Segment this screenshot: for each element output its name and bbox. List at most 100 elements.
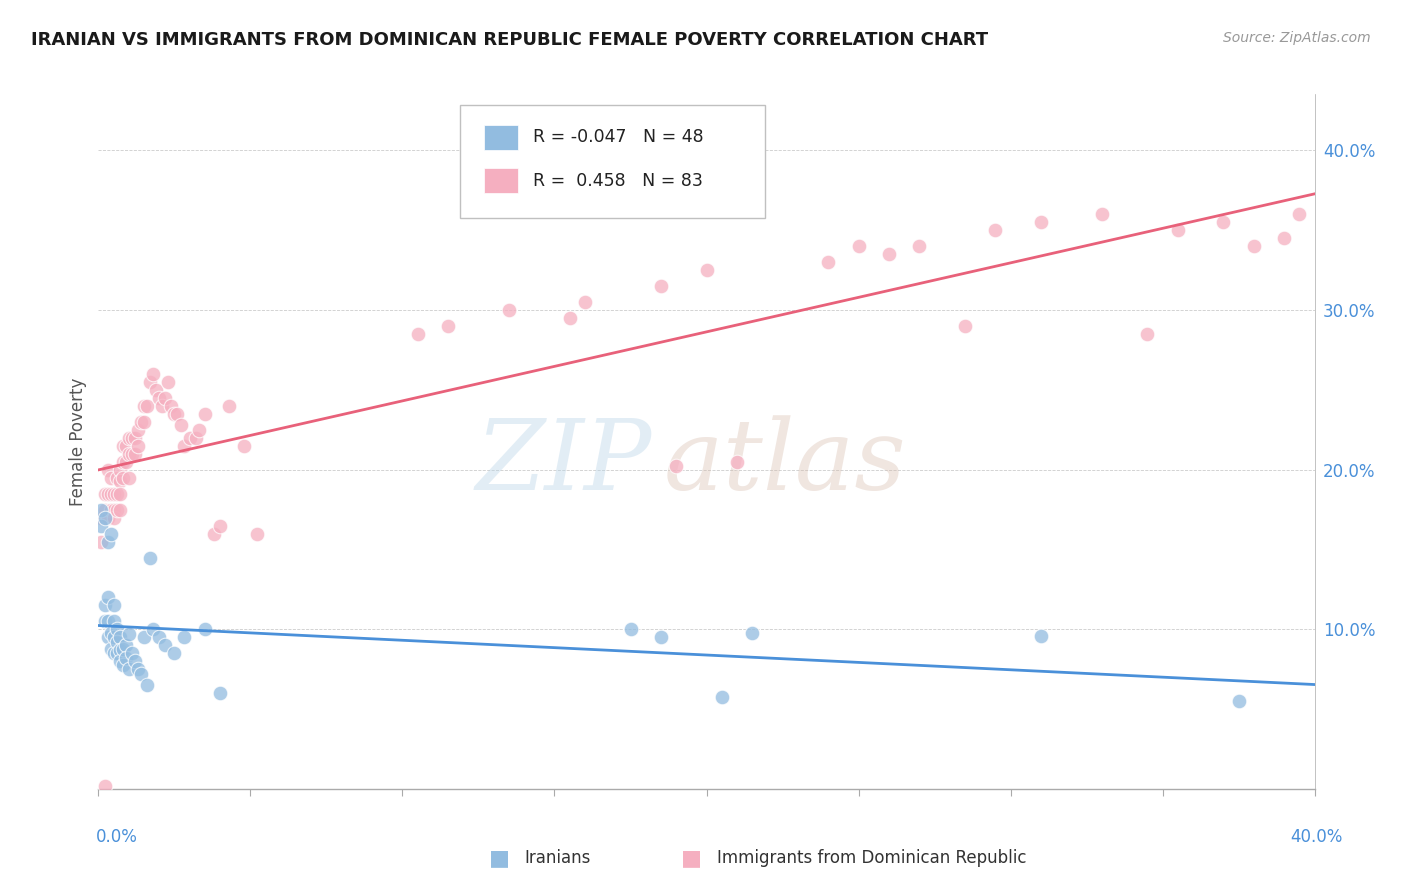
Point (136, 399, 159, 413)
Point (105, 470, 128, 484)
Text: R =  0.458   N = 83: R = 0.458 N = 83 (533, 171, 703, 190)
Point (132, 415, 155, 429)
Point (114, 454, 136, 468)
Point (163, 647, 186, 661)
Point (173, 438, 195, 452)
Point (108, 643, 131, 657)
Point (103, 631, 125, 645)
Point (245, 526, 267, 541)
Point (108, 474, 131, 488)
Point (155, 391, 177, 405)
Point (124, 446, 146, 460)
Point (93, 599, 115, 613)
Y-axis label: Female Poverty: Female Poverty (69, 377, 87, 506)
Point (163, 407, 186, 421)
Point (150, 399, 173, 413)
Point (93, 502, 115, 516)
Point (93, 615, 115, 629)
Point (574, 294, 596, 309)
Point (132, 631, 155, 645)
Point (124, 655, 146, 669)
Point (103, 599, 125, 613)
Point (100, 470, 122, 484)
Point (194, 623, 217, 637)
Point (118, 663, 141, 677)
FancyBboxPatch shape (484, 125, 517, 150)
Point (155, 639, 177, 653)
Point (209, 518, 232, 533)
Point (139, 550, 162, 565)
Point (96, 631, 118, 645)
Point (90, 534, 112, 549)
Point (848, 238, 870, 252)
Point (650, 278, 672, 293)
Point (725, 454, 748, 468)
Text: Immigrants from Dominican Republic: Immigrants from Dominican Republic (717, 849, 1026, 867)
Point (105, 635, 128, 649)
Text: ■: ■ (682, 848, 702, 868)
Point (111, 657, 134, 672)
Point (114, 438, 136, 452)
Point (209, 686, 232, 700)
Point (108, 462, 131, 476)
Point (498, 302, 520, 317)
Point (1029, 214, 1052, 228)
Point (145, 383, 167, 397)
Point (114, 639, 136, 653)
Point (148, 631, 170, 645)
Point (108, 486, 131, 500)
Point (93, 779, 115, 793)
Point (1272, 230, 1295, 244)
Point (558, 310, 581, 325)
Point (406, 326, 429, 341)
Point (741, 625, 763, 640)
Point (127, 423, 149, 437)
Point (118, 470, 141, 484)
Point (132, 399, 155, 413)
Point (100, 625, 122, 640)
Text: R = -0.047   N = 48: R = -0.047 N = 48 (533, 128, 703, 146)
Point (1227, 694, 1250, 708)
FancyBboxPatch shape (484, 169, 517, 193)
Point (1212, 214, 1234, 228)
Point (93, 510, 115, 524)
Point (100, 641, 122, 656)
Point (166, 407, 188, 421)
Point (111, 454, 134, 468)
Point (173, 631, 195, 645)
Point (96, 462, 118, 476)
Point (100, 486, 122, 500)
Point (103, 502, 125, 516)
Point (696, 262, 718, 277)
Point (108, 655, 131, 669)
Point (619, 623, 641, 637)
FancyBboxPatch shape (460, 105, 765, 218)
Point (96, 510, 118, 524)
Point (1243, 238, 1265, 252)
Point (817, 254, 839, 268)
Point (96, 591, 118, 605)
Text: Source: ZipAtlas.com: Source: ZipAtlas.com (1223, 31, 1371, 45)
Point (127, 438, 149, 452)
Text: IRANIAN VS IMMIGRANTS FROM DOMINICAN REPUBLIC FEMALE POVERTY CORRELATION CHART: IRANIAN VS IMMIGRANTS FROM DOMINICAN REP… (31, 31, 988, 49)
Point (908, 238, 931, 252)
Text: ■: ■ (489, 848, 509, 868)
Point (157, 375, 180, 389)
Point (218, 399, 240, 413)
Point (169, 417, 191, 432)
Text: Iranians: Iranians (524, 849, 591, 867)
Point (194, 407, 217, 421)
Point (160, 399, 183, 413)
Point (105, 647, 128, 661)
Point (124, 431, 146, 445)
Point (665, 459, 688, 474)
Point (1288, 206, 1310, 220)
Text: 0.0%: 0.0% (96, 828, 138, 846)
Point (984, 222, 1007, 236)
Point (90, 518, 112, 533)
Point (121, 647, 143, 661)
Point (100, 526, 122, 541)
Point (136, 678, 159, 692)
Point (139, 375, 162, 389)
Point (118, 627, 141, 641)
